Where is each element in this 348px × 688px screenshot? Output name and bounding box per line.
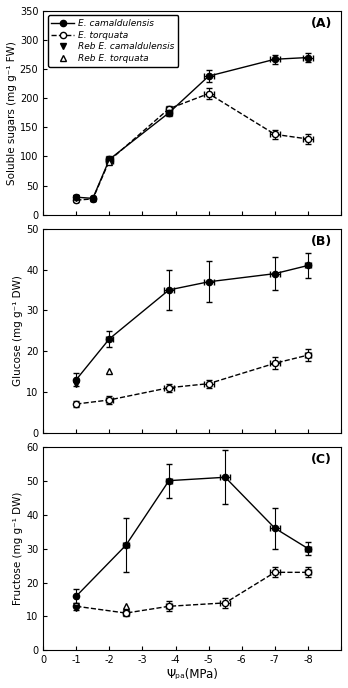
Line: E. camaldulensis: E. camaldulensis [73,474,311,599]
E. camaldulensis [124,541,128,549]
E. camaldulensis [207,278,211,286]
E. camaldulensis [74,376,78,384]
E. torquata [306,135,310,143]
Y-axis label: Soluble sugars (mg g⁻¹ FW): Soluble sugars (mg g⁻¹ FW) [7,41,17,185]
E. torquata [124,609,128,617]
Line: E. camaldulensis: E. camaldulensis [73,54,311,202]
E. torquata [207,89,211,98]
E. torquata [207,380,211,388]
E. torquata [273,359,277,367]
E. camaldulensis [74,193,78,202]
Line: E. camaldulensis: E. camaldulensis [73,262,311,383]
Line: E. torquata: E. torquata [73,90,311,203]
Legend: E. camaldulensis, E. torquata, Reb E. camaldulensis, Reb E. torquata: E. camaldulensis, E. torquata, Reb E. ca… [48,15,179,67]
E. torquata [223,599,227,607]
E. camaldulensis [167,477,171,485]
E. camaldulensis [107,334,111,343]
E. torquata [306,351,310,359]
Text: (B): (B) [311,235,332,248]
E. torquata [306,568,310,577]
E. torquata [273,568,277,577]
E. camaldulensis [223,473,227,482]
Line: E. torquata: E. torquata [73,569,311,616]
E. camaldulensis [107,155,111,164]
E. camaldulensis [91,194,95,202]
E. camaldulensis [273,270,277,278]
E. camaldulensis [273,55,277,63]
E. camaldulensis [273,524,277,533]
E. torquata [107,396,111,404]
E. torquata [74,602,78,610]
E. camaldulensis [306,261,310,270]
E. camaldulensis [207,72,211,80]
E. torquata [167,602,171,610]
E. camaldulensis [167,109,171,117]
X-axis label: Ψₚₐ(MPa): Ψₚₐ(MPa) [166,668,218,681]
E. torquata [74,400,78,408]
E. camaldulensis [306,54,310,62]
E. camaldulensis [74,592,78,600]
E. torquata [74,196,78,204]
E. camaldulensis [306,544,310,552]
Y-axis label: Fructose (mg g⁻¹ DW): Fructose (mg g⁻¹ DW) [13,492,23,605]
E. torquata [273,130,277,138]
Text: (C): (C) [311,453,332,466]
E. torquata [107,156,111,164]
E. torquata [91,195,95,203]
Text: (A): (A) [311,17,332,30]
Y-axis label: Glucose (mg g⁻¹ DW): Glucose (mg g⁻¹ DW) [13,275,23,386]
E. torquata [167,105,171,113]
E. torquata [167,384,171,392]
Line: E. torquata: E. torquata [73,352,311,407]
E. camaldulensis [167,286,171,294]
